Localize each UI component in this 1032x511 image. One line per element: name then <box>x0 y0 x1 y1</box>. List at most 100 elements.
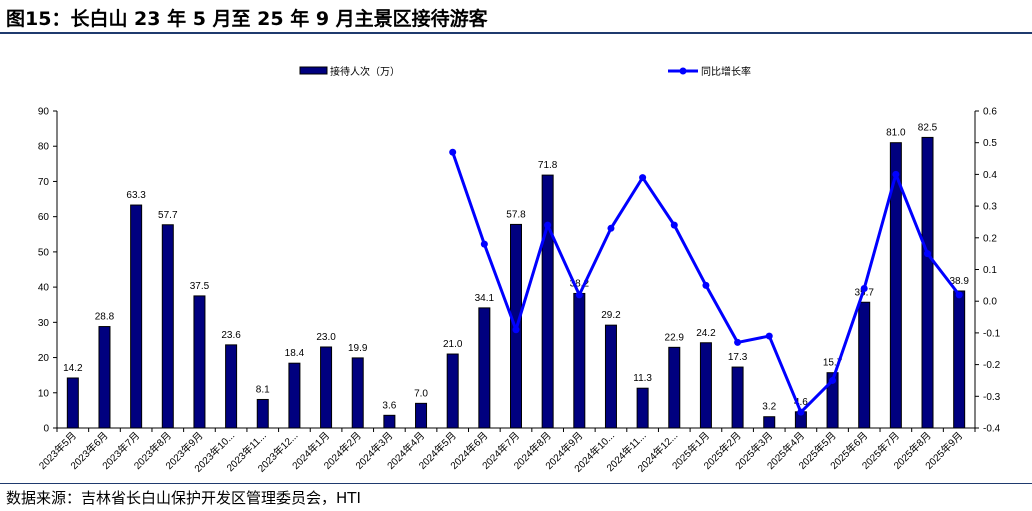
bar-value-label: 81.0 <box>886 128 906 139</box>
right-tick-label: 0.3 <box>983 202 997 213</box>
bar-value-label: 57.8 <box>506 209 526 220</box>
left-tick-label: 80 <box>38 142 50 153</box>
bar-value-label: 57.7 <box>158 210 178 221</box>
growth-point <box>639 174 647 182</box>
bar-value-label: 34.1 <box>475 293 495 304</box>
growth-point <box>575 291 583 299</box>
bar-value-label: 15.7 <box>823 358 843 369</box>
bar-value-label: 63.3 <box>126 190 146 201</box>
bar-value-label: 29.2 <box>601 310 621 321</box>
bar <box>541 174 554 429</box>
bar <box>446 353 459 429</box>
growth-point <box>512 326 520 334</box>
growth-point <box>765 332 773 340</box>
growth-point <box>797 408 805 416</box>
right-tick-label: 0.1 <box>983 265 997 276</box>
growth-point <box>670 221 678 229</box>
right-tick-label: -0.2 <box>983 360 1001 371</box>
bar <box>858 301 871 429</box>
bar <box>161 224 174 429</box>
left-tick-label: 10 <box>38 388 50 399</box>
left-tick-label: 70 <box>38 177 50 188</box>
bar <box>763 416 776 429</box>
bar <box>98 326 111 429</box>
bar <box>573 292 586 429</box>
bar <box>699 342 712 429</box>
bar <box>668 346 681 429</box>
bar <box>66 377 79 429</box>
growth-point <box>924 250 932 258</box>
bar-value-label: 38.9 <box>949 276 969 287</box>
bar <box>193 295 206 429</box>
growth-point <box>892 170 900 178</box>
bar-value-label: 71.8 <box>538 160 558 171</box>
right-tick-label: 0.0 <box>983 297 997 308</box>
growth-point <box>607 224 615 232</box>
right-tick-label: 0.5 <box>983 138 997 149</box>
legend-line-label: 同比增长率 <box>701 65 751 78</box>
bar-value-label: 7.0 <box>414 388 428 399</box>
bar <box>921 136 934 429</box>
bar-value-label: 35.7 <box>854 287 874 298</box>
left-tick-label: 20 <box>38 353 50 364</box>
growth-point <box>480 240 488 248</box>
bar-value-label: 11.3 <box>633 373 652 384</box>
bar <box>288 362 301 429</box>
bar-value-label: 24.2 <box>696 328 716 339</box>
growth-point <box>544 221 552 229</box>
source-divider <box>0 483 1032 484</box>
bar <box>953 290 966 429</box>
bar-value-label: 28.8 <box>95 312 115 323</box>
figure-title: 图15：长白山 23 年 5 月至 25 年 9 月主景区接待游客 <box>6 8 488 30</box>
bar <box>889 142 902 429</box>
left-tick-label: 90 <box>38 107 50 118</box>
bar <box>383 414 396 429</box>
bar-value-label: 18.4 <box>285 348 305 359</box>
bar <box>351 357 364 429</box>
bar-value-label: 19.9 <box>348 343 368 354</box>
left-tick-label: 60 <box>38 212 50 223</box>
legend-bar-label: 接待人次（万） <box>330 65 400 78</box>
bar <box>415 402 428 429</box>
growth-point <box>829 376 837 384</box>
bar-value-label: 23.6 <box>221 330 241 341</box>
bar-value-label: 21.0 <box>443 339 463 350</box>
legend-line-marker <box>679 67 687 75</box>
bar-value-label: 3.6 <box>382 400 396 411</box>
source-note: 数据来源：吉林省长白山保护开发区管理委员会，HTI <box>6 489 361 507</box>
left-tick-label: 30 <box>38 318 50 329</box>
growth-point <box>702 281 710 289</box>
bar <box>731 366 744 429</box>
bar-value-label: 23.0 <box>316 332 336 343</box>
bar-value-label: 3.2 <box>762 402 776 413</box>
bar <box>604 324 617 429</box>
left-tick-label: 0 <box>43 424 49 435</box>
growth-point <box>449 148 457 156</box>
bar <box>320 346 333 429</box>
growth-point <box>955 291 963 299</box>
right-tick-label: -0.1 <box>983 328 1001 339</box>
bar-value-label: 14.2 <box>63 363 83 374</box>
bar-value-label: 37.5 <box>190 281 210 292</box>
left-tick-label: 40 <box>38 283 50 294</box>
right-tick-label: 0.6 <box>983 107 997 118</box>
bar-value-label: 8.1 <box>256 384 270 395</box>
bar-value-label: 82.5 <box>918 122 938 133</box>
bar-value-label: 17.3 <box>728 352 748 363</box>
right-tick-label: 0.2 <box>983 233 997 244</box>
bar <box>225 344 238 429</box>
legend-bar-swatch <box>299 66 328 75</box>
bar <box>636 387 649 429</box>
title-divider <box>0 32 1032 34</box>
bar <box>130 204 143 429</box>
right-tick-label: -0.3 <box>983 392 1001 403</box>
bar <box>478 307 491 429</box>
growth-point <box>860 285 868 293</box>
bar <box>256 398 269 429</box>
left-tick-label: 50 <box>38 247 50 258</box>
bar-value-label: 4.6 <box>794 397 808 408</box>
growth-point <box>734 338 742 346</box>
bar-value-label: 38.2 <box>570 278 590 289</box>
right-tick-label: -0.4 <box>983 424 1001 435</box>
